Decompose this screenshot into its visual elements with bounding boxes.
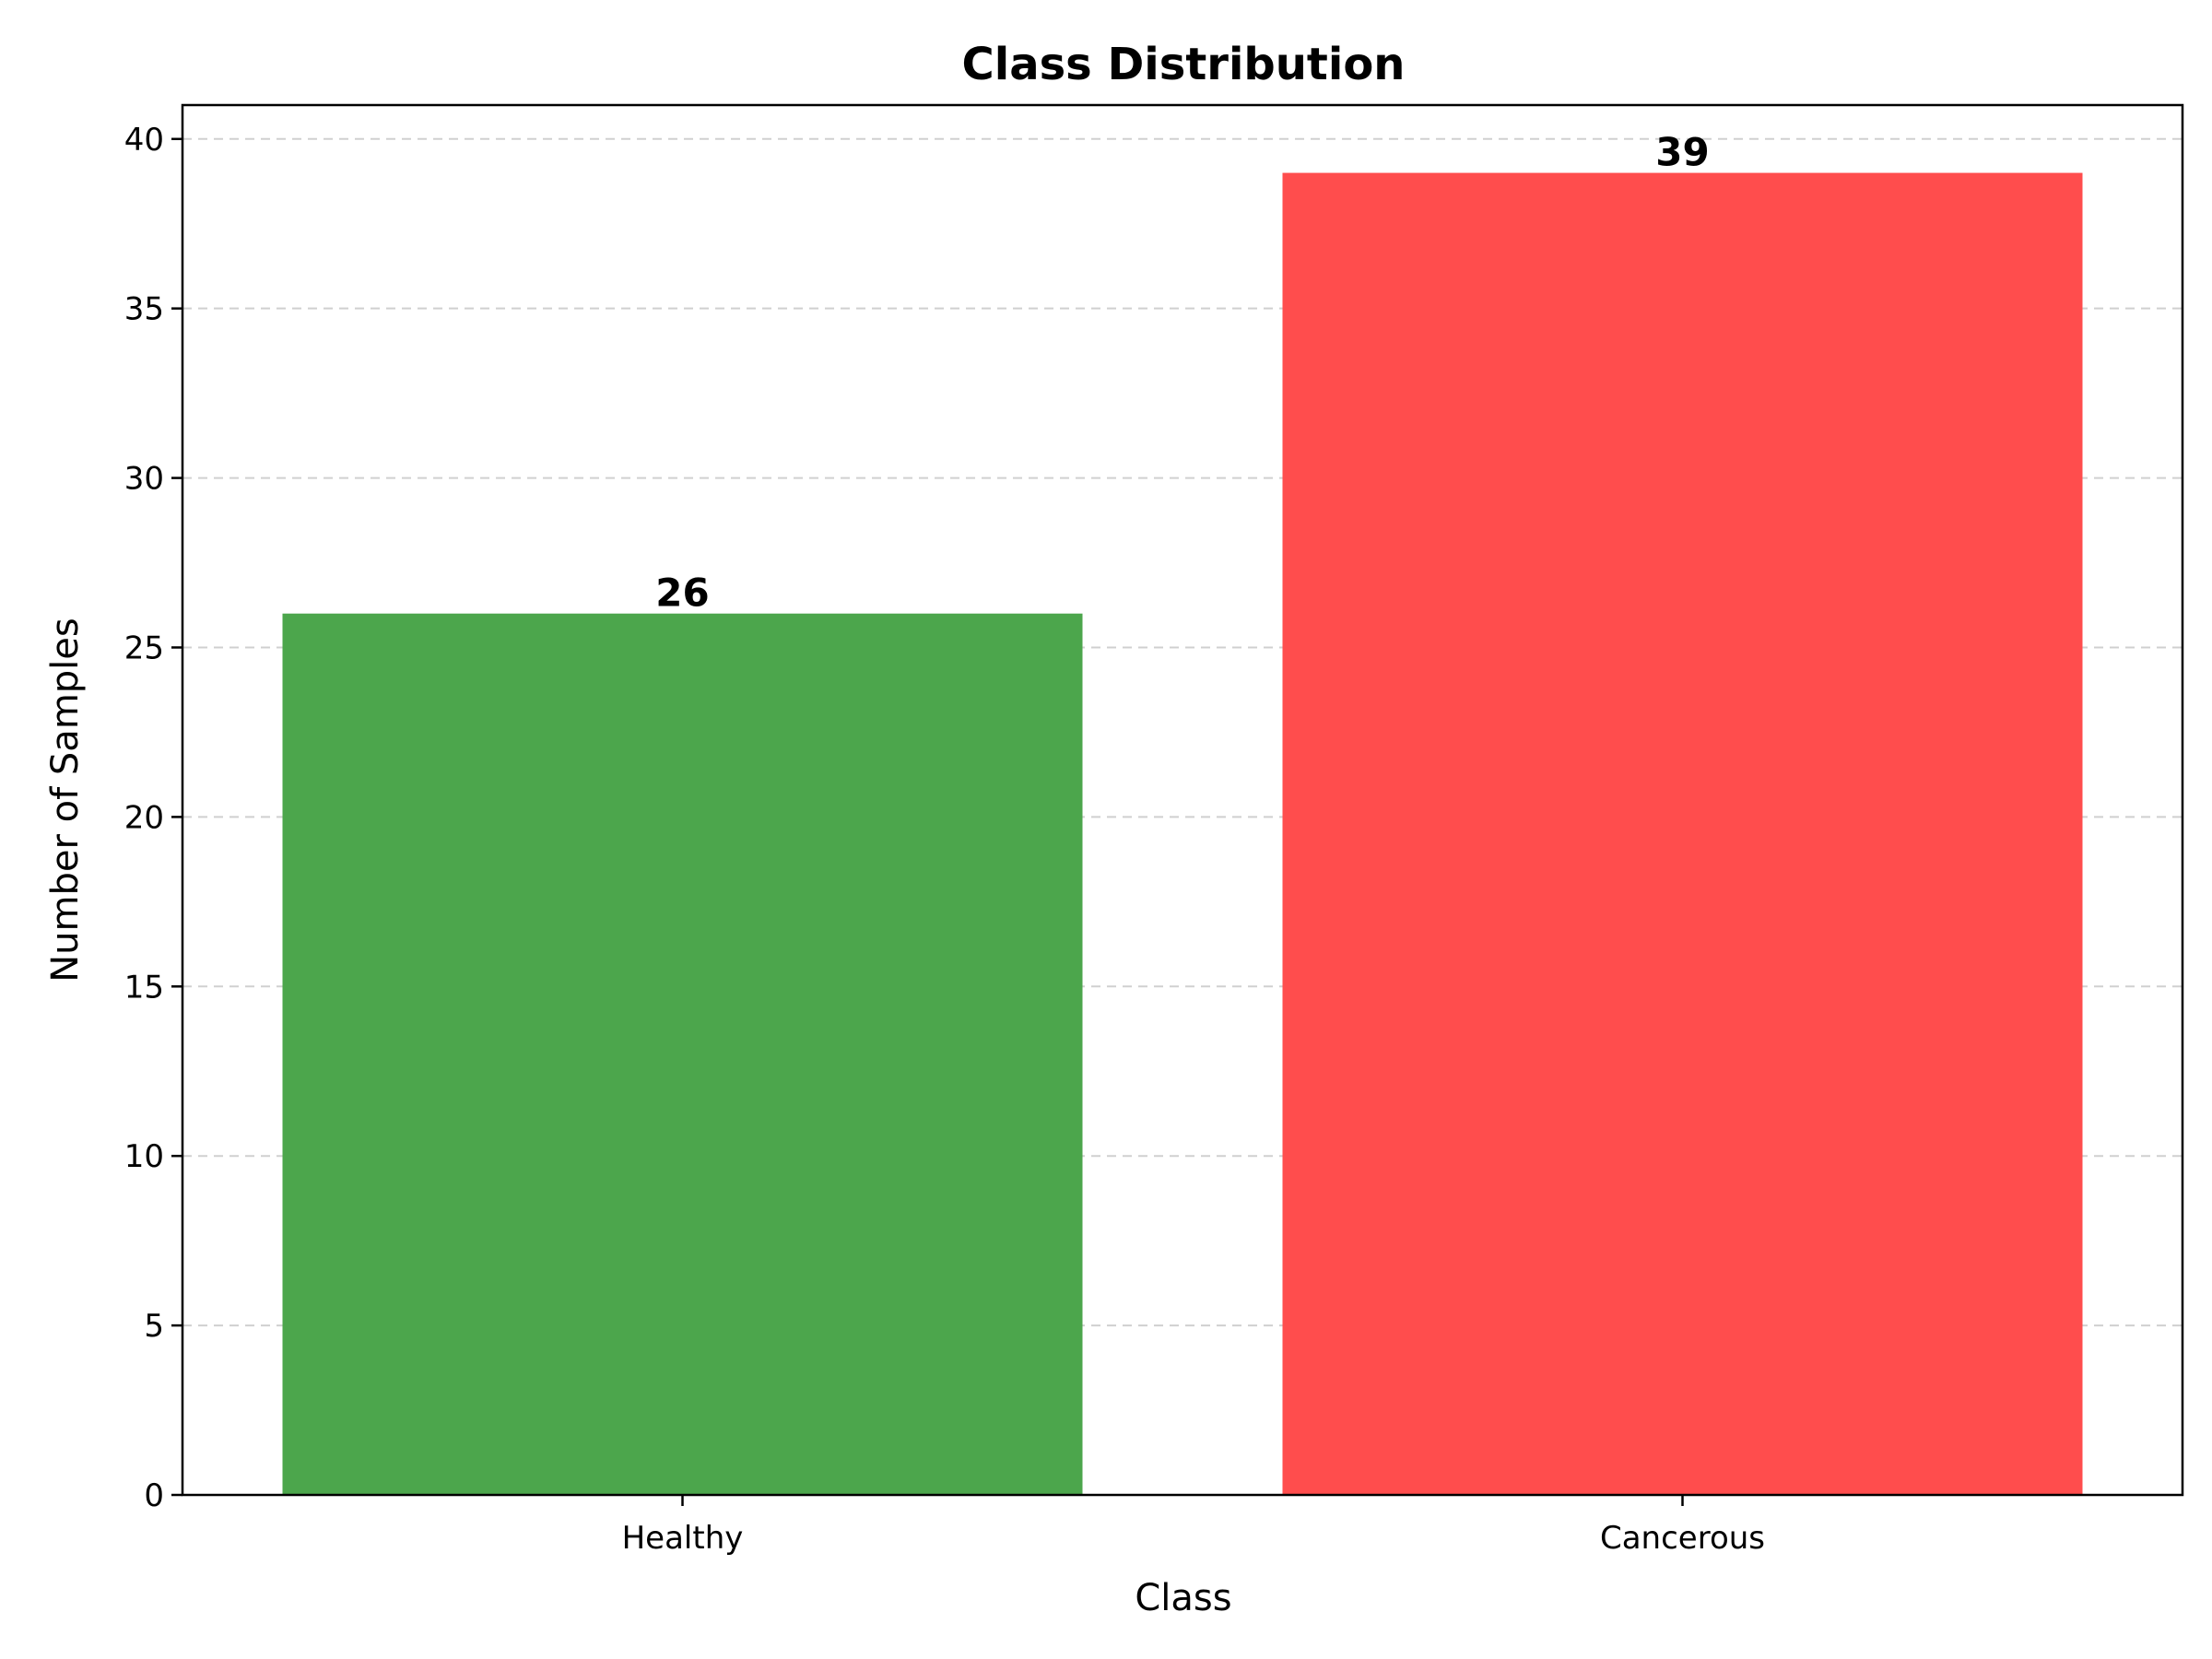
x-axis-label: Class [1135, 1577, 1231, 1619]
x-tick-label: Healthy [622, 1520, 744, 1557]
y-tick-label: 40 [124, 122, 164, 159]
chart-title: Class Distribution [962, 39, 1406, 90]
bar-value-label: 39 [1655, 130, 1709, 175]
bar-value-label: 26 [655, 571, 709, 616]
bar-cancerous [1282, 172, 2083, 1495]
x-tick-label: Cancerous [1600, 1520, 1765, 1557]
bar-healthy [282, 613, 1083, 1495]
x-axis-ticks: Healthy Cancerous [622, 1495, 1765, 1557]
bars [282, 172, 2083, 1495]
y-tick-label: 10 [124, 1138, 164, 1175]
y-tick-label: 30 [124, 461, 164, 498]
bar-value-labels: 26 39 [655, 130, 1709, 616]
plot-area-frame [181, 103, 2184, 1497]
y-tick-label: 20 [124, 799, 164, 836]
y-tick-label: 5 [144, 1308, 164, 1345]
y-tick-label: 35 [124, 291, 164, 328]
y-axis-ticks: 0 5 10 15 20 25 30 35 40 [124, 122, 182, 1514]
y-tick-label: 0 [144, 1477, 164, 1514]
y-tick-label: 25 [124, 629, 164, 666]
y-tick-label: 15 [124, 969, 164, 1006]
y-axis-label: Number of Samples [44, 618, 87, 982]
